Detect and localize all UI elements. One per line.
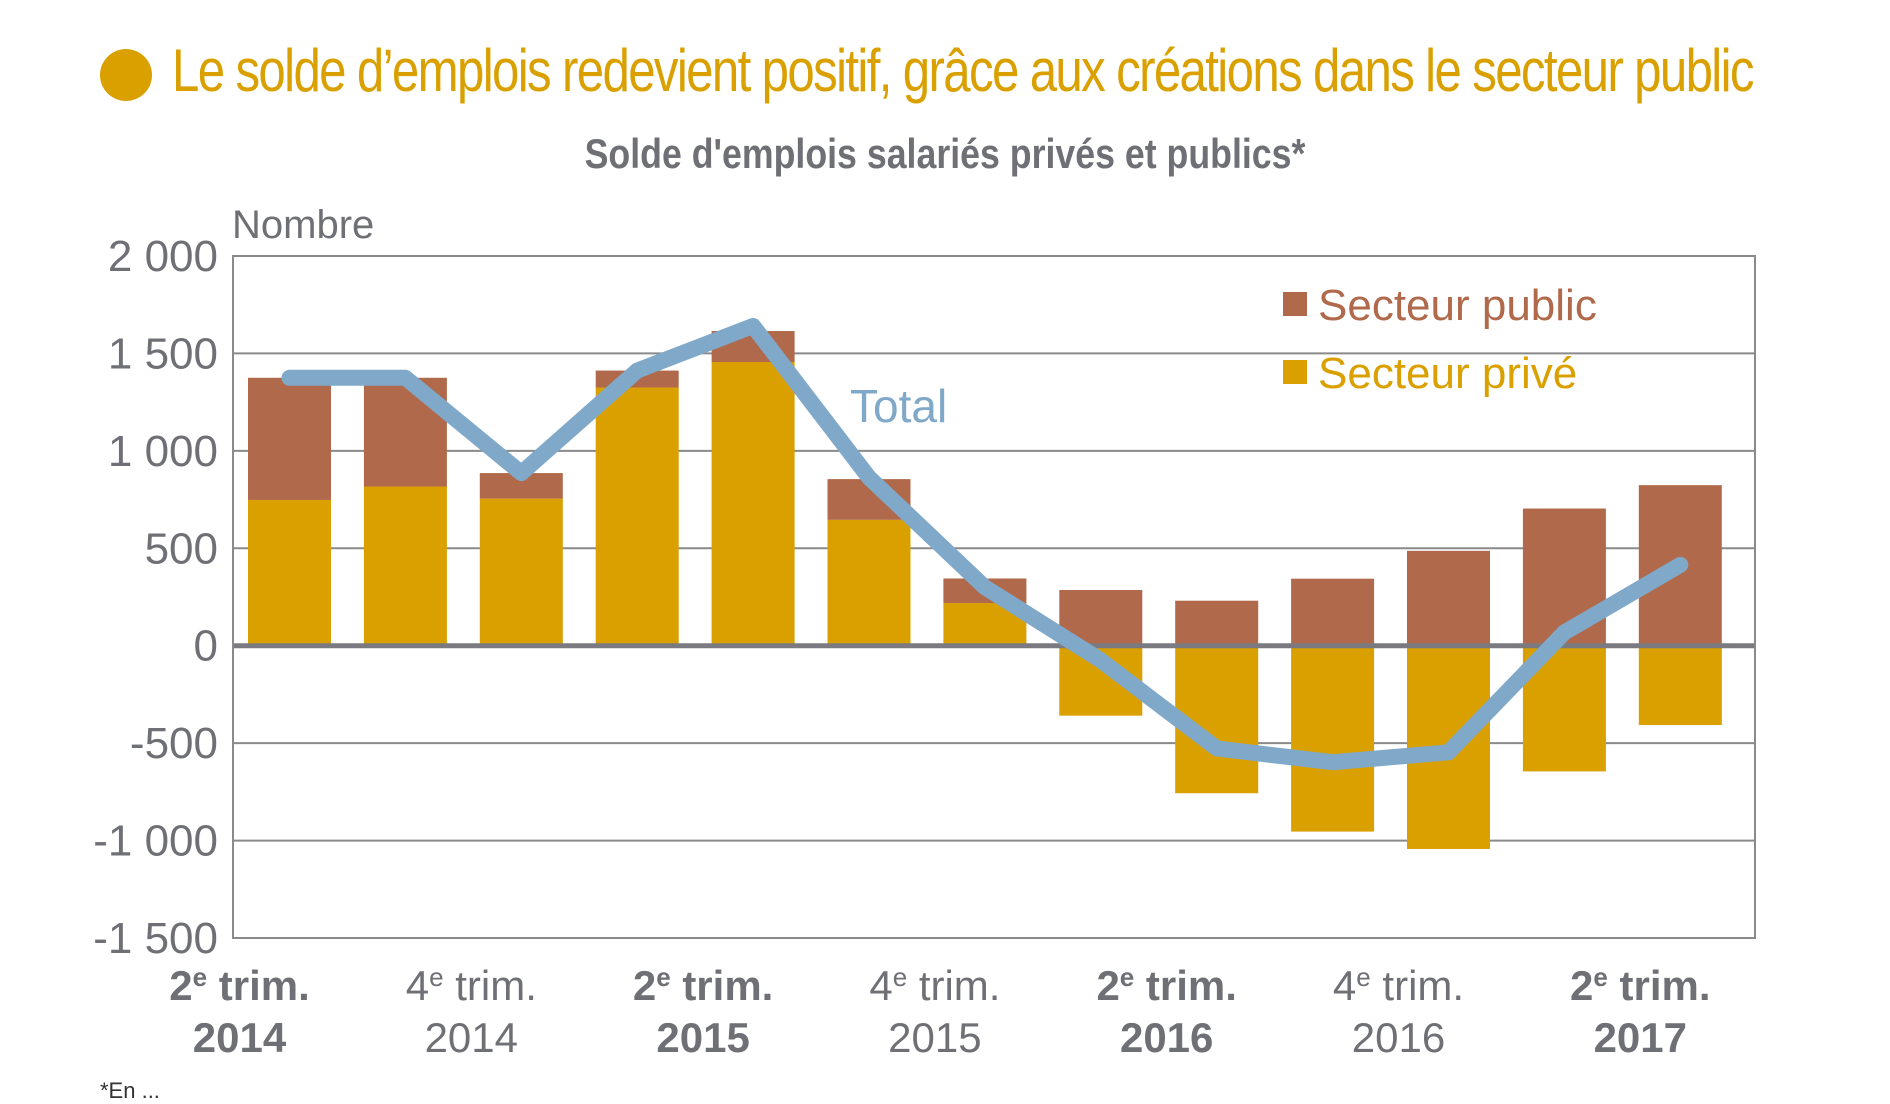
y-tick-label: -500 xyxy=(130,719,218,768)
legend: Secteur public Secteur privé xyxy=(1283,281,1597,398)
y-tick-label: 500 xyxy=(145,524,218,573)
x-tick-line1: 2e trim. xyxy=(1570,962,1711,1009)
bar-public xyxy=(1175,601,1258,646)
legend-swatch-icon xyxy=(1283,292,1307,316)
x-tick-label: 4e trim. 2016 xyxy=(1333,962,1464,1061)
legend-label: Secteur privé xyxy=(1318,349,1577,398)
bar-public xyxy=(1291,579,1374,646)
x-tick-line1: 2e trim. xyxy=(1096,962,1237,1009)
x-tick-line2: 2017 xyxy=(1594,1014,1687,1061)
bar-private xyxy=(596,388,679,646)
x-tick-line2: 2014 xyxy=(193,1014,287,1061)
y-tick-label: 1 500 xyxy=(108,329,218,378)
bar-private xyxy=(828,520,911,646)
bar-private xyxy=(712,362,795,646)
footnote: *En ... xyxy=(100,1078,160,1104)
legend-item-private: Secteur privé xyxy=(1283,349,1577,398)
x-tick-label: 2e trim. 2017 xyxy=(1570,962,1711,1061)
x-tick-line2: 2015 xyxy=(656,1014,749,1061)
x-tick-label: 4e trim. 2015 xyxy=(869,962,1000,1061)
x-tick-label: 2e trim. 2016 xyxy=(1096,962,1237,1061)
total-annotation: Total xyxy=(850,380,947,432)
bar-private xyxy=(1639,646,1722,725)
bar-public xyxy=(248,378,331,500)
x-tick-line1: 4e trim. xyxy=(869,962,1000,1009)
x-tick-line2: 2016 xyxy=(1120,1014,1213,1061)
y-axis-ticks: 2 000 1 500 1 000 500 0 -500 -1 000 -1 500 xyxy=(93,232,218,963)
bar-private xyxy=(248,500,331,646)
y-axis-label: Nombre xyxy=(232,203,374,247)
bar-private xyxy=(364,487,447,646)
y-tick-label: 0 xyxy=(194,622,218,671)
x-tick-line1: 2e trim. xyxy=(633,962,774,1009)
x-tick-label: 2e trim. 2014 xyxy=(169,962,310,1061)
x-tick-line2: 2015 xyxy=(888,1014,981,1061)
x-tick-line1: 4e trim. xyxy=(1333,962,1464,1009)
y-tick-label: 1 000 xyxy=(108,427,218,476)
legend-item-public: Secteur public xyxy=(1283,281,1597,330)
legend-label: Secteur public xyxy=(1318,281,1597,330)
y-tick-label: -1 000 xyxy=(93,817,218,866)
y-tick-label: 2 000 xyxy=(108,232,218,281)
bar-public xyxy=(1407,551,1490,646)
y-tick-label: -1 500 xyxy=(93,914,218,963)
x-tick-label: 4e trim. 2014 xyxy=(406,962,537,1061)
annotations: Total xyxy=(850,380,947,432)
x-tick-label: 2e trim. 2015 xyxy=(633,962,774,1061)
x-tick-line1: 2e trim. xyxy=(169,962,310,1009)
legend-swatch-icon xyxy=(1283,360,1307,384)
x-tick-line1: 4e trim. xyxy=(406,962,537,1009)
bar-private xyxy=(1291,646,1374,832)
bar-private xyxy=(480,499,563,646)
x-tick-line2: 2016 xyxy=(1352,1014,1445,1061)
x-tick-line2: 2014 xyxy=(425,1014,518,1061)
